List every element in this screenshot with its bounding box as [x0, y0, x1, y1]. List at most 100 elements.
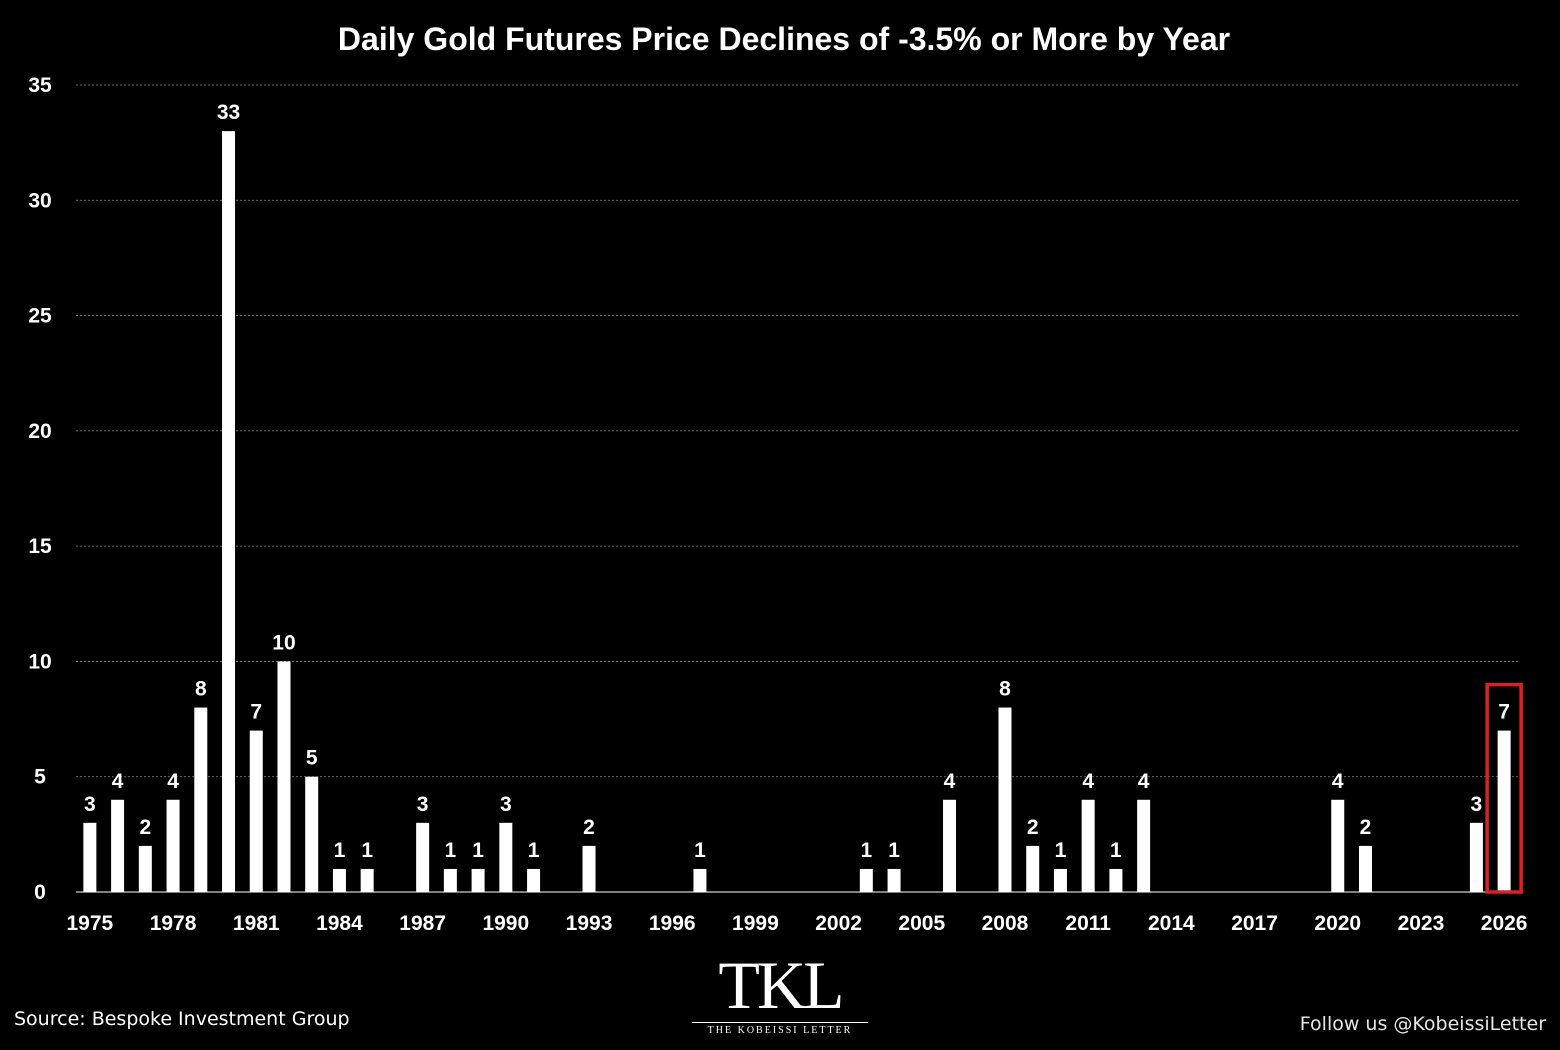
bar: [471, 868, 485, 892]
data-label: 1: [445, 839, 457, 862]
bars: [83, 131, 1511, 893]
data-label: 7: [1498, 701, 1510, 724]
bar: [194, 707, 208, 892]
x-tick-label: 1987: [399, 912, 446, 935]
x-tick-label: 2014: [1148, 912, 1195, 935]
data-label: 2: [1360, 816, 1372, 839]
y-tick-label: 15: [28, 535, 52, 558]
data-label: 4: [1332, 770, 1344, 793]
bar: [138, 845, 152, 892]
chart-title: Daily Gold Futures Price Declines of -3.…: [338, 21, 1230, 57]
bar: [887, 868, 901, 892]
bar: [1469, 822, 1483, 892]
y-tick-label: 10: [28, 650, 51, 673]
data-label: 1: [1110, 839, 1122, 862]
data-label: 2: [1027, 816, 1039, 839]
bar: [1026, 845, 1040, 892]
data-label: 7: [250, 701, 262, 724]
y-tick-label: 20: [28, 420, 51, 443]
bar: [332, 868, 346, 892]
bar: [277, 661, 291, 892]
data-label: 1: [860, 839, 872, 862]
bar: [943, 799, 957, 892]
data-label: 1: [528, 839, 540, 862]
logo-subtitle: THE KOBEISSI LETTER: [707, 1025, 853, 1036]
y-tick-label: 30: [28, 189, 51, 212]
bar: [305, 776, 319, 892]
source-note: Source: Bespoke Investment Group: [14, 1008, 350, 1030]
data-label: 10: [272, 631, 295, 654]
data-label: 1: [694, 839, 706, 862]
data-label: 33: [217, 101, 240, 124]
x-tick-label: 1984: [316, 912, 363, 935]
bar: [360, 868, 374, 892]
y-tick-label: 0: [34, 881, 46, 904]
x-tick-label: 2017: [1231, 912, 1278, 935]
bar: [582, 845, 596, 892]
data-label: 4: [944, 770, 956, 793]
data-label: 3: [417, 793, 429, 816]
x-tick-label: 2026: [1481, 912, 1528, 935]
logo-divider: [692, 1022, 868, 1023]
x-tick-label: 1981: [233, 912, 280, 935]
bar: [499, 822, 513, 892]
bar: [83, 822, 97, 892]
bar: [859, 868, 873, 892]
bar: [249, 730, 263, 892]
data-label: 4: [1082, 770, 1094, 793]
x-tick-label: 2002: [815, 912, 862, 935]
x-tick-label: 2011: [1065, 912, 1111, 935]
highlight-box: [1485, 682, 1523, 894]
x-tick-label: 2023: [1398, 912, 1445, 935]
y-tick-label: 35: [28, 74, 52, 97]
logo-mark: TKL: [718, 947, 844, 1023]
data-label: 3: [1471, 793, 1483, 816]
tkl-logo: TKL THE KOBEISSI LETTER: [690, 950, 870, 1040]
data-label: 4: [1138, 770, 1150, 793]
x-tick-label: 2020: [1314, 912, 1361, 935]
bar: [222, 131, 236, 893]
bar: [416, 822, 430, 892]
highlight-box-2026: [1485, 682, 1523, 894]
bar: [111, 799, 125, 892]
bar: [1053, 868, 1067, 892]
bar: [1358, 845, 1372, 892]
x-tick-label: 1978: [150, 912, 197, 935]
bar: [1081, 799, 1095, 892]
x-tick-label: 1993: [566, 912, 613, 935]
data-label: 2: [139, 816, 151, 839]
x-tick-label: 2008: [982, 912, 1029, 935]
data-label: 1: [334, 839, 346, 862]
data-label: 4: [167, 770, 179, 793]
bar: [1109, 868, 1123, 892]
y-tick-label: 5: [34, 766, 46, 789]
x-tick-label: 1990: [482, 912, 529, 935]
data-label: 1: [888, 839, 900, 862]
y-tick-label: 25: [28, 305, 52, 328]
data-label: 4: [112, 770, 124, 793]
data-label: 1: [361, 839, 373, 862]
data-label: 1: [472, 839, 484, 862]
bar: [693, 868, 707, 892]
x-axis-ticks: 1975 1978 1981 1984 1987 1990 1993 1996 1999 2002…: [67, 912, 1528, 935]
bar: [443, 868, 457, 892]
follow-link[interactable]: Follow us @KobeissiLetter: [1299, 1013, 1546, 1035]
bar: [1137, 799, 1151, 892]
data-label: 3: [84, 793, 96, 816]
bar: [998, 707, 1012, 892]
bar: [527, 868, 541, 892]
x-tick-label: 1975: [67, 912, 114, 935]
x-tick-label: 1999: [732, 912, 779, 935]
gridlines: [76, 84, 1518, 893]
data-label: 3: [500, 793, 512, 816]
data-label: 8: [999, 678, 1011, 701]
y-axis-ticks: 0 5 10 15 20 25 30 35: [28, 74, 52, 904]
x-tick-label: 2005: [898, 912, 945, 935]
data-label: 2: [583, 816, 595, 839]
x-tick-label: 1996: [649, 912, 696, 935]
bar: [166, 799, 180, 892]
bar: [1331, 799, 1345, 892]
data-label: 8: [195, 678, 207, 701]
